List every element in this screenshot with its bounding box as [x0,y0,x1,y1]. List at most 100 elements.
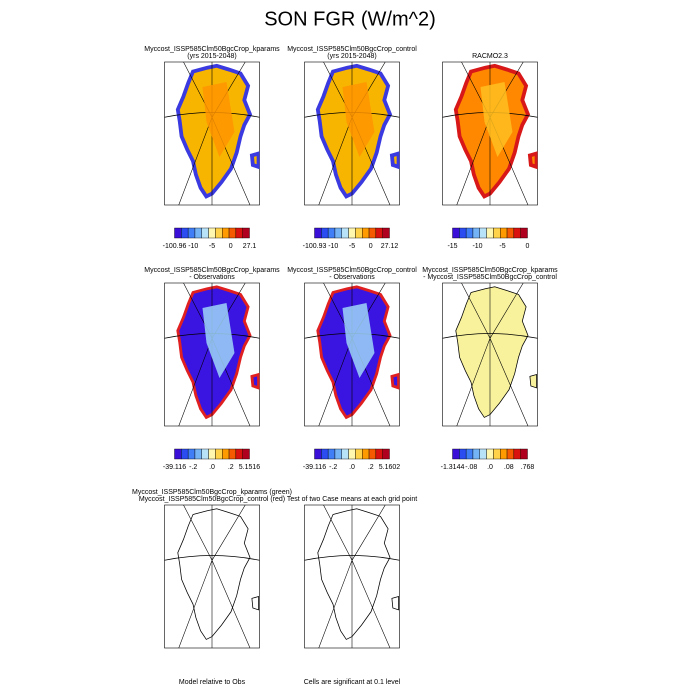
colorbar-label: -10 [188,243,198,250]
colorbar-cell [321,448,329,460]
colorbar-cell [194,227,202,239]
interior-region [480,82,513,157]
colorbar-label: .768 [521,464,535,471]
colorbar-cell [355,448,363,460]
colorbar-cell [187,448,196,460]
colorbar-label: 5.1516 [239,464,261,471]
colorbar-label: .0 [209,464,215,471]
colorbar-cell [486,227,494,239]
colorbar-cell [486,448,494,460]
colorbar-cell [174,227,182,239]
panel-title: - Observations [329,274,375,281]
colorbar-label: -10 [328,243,338,250]
colorbar-label: -10 [472,243,482,250]
interior-region [202,82,235,157]
colorbar-cell [334,227,342,239]
panel-title: Myccost_ISSP585Clm50BgcCrop_kparams [144,267,280,274]
colorbar-cell [228,227,237,239]
panel-title: Myccost_ISSP585Clm50BgcCrop_control [287,46,417,53]
colorbar-label: .0 [487,464,493,471]
colorbar-cell [181,227,189,239]
map-panel: Myccost_ISSP585Clm50BgcCrop_control(yrs … [287,46,417,250]
colorbar-cell [382,448,390,460]
map-panel: Test of two Case means at each grid poin… [287,496,417,686]
colorbar-cell [362,448,370,460]
colorbar-cell [222,448,230,460]
colorbar-cell [222,227,230,239]
map-panel: Myccost_ISSP585Clm50BgcCrop_kparams(yrs … [144,46,280,250]
colorbar-cell [174,448,182,460]
map-panel: Myccost_ISSP585Clm50BgcCrop_kparams (gre… [132,489,292,686]
colorbar-label: -1.3144 [441,464,465,471]
panel-title: Test of two Case means at each grid poin… [287,496,417,503]
map-panel: RACMO2.3 -15 -10 -5 0 [442,53,538,250]
panel-footer: Cells are significant at 0.1 level [304,679,401,686]
map-panel: Myccost_ISSP585Clm50BgcCrop_kparams- Myc… [422,267,558,471]
colorbar-cell [341,227,349,239]
panel-title: Myccost_ISSP585Clm50BgcCrop_control [287,267,417,274]
colorbar-cell [382,227,390,239]
panel-title: - Observations [189,274,235,281]
colorbar-cell [242,227,250,239]
colorbar-cell [465,227,474,239]
colorbar-cell [506,227,515,239]
colorbar-label: .2 [368,464,374,471]
colorbar-label: 0 [229,243,233,250]
map-panel: Myccost_ISSP585Clm50BgcCrop_control- Obs… [287,267,417,471]
panel-title: (yrs 2015-2048) [187,53,236,60]
colorbar-label: 27.12 [381,243,399,250]
colorbar-cell [242,448,250,460]
colorbar-cell [314,227,322,239]
colorbar-cell [513,227,521,239]
figure-title: SON FGR (W/m^2) [264,8,436,30]
colorbar-cell [181,448,189,460]
interior-region [342,303,375,378]
panel-title: (yrs 2015-2048) [327,53,376,60]
map-panel: Myccost_ISSP585Clm50BgcCrop_kparams- Obs… [144,267,280,471]
colorbar-label: .08 [504,464,514,471]
panel-title: RACMO2.3 [472,53,508,60]
colorbar-cell [215,227,223,239]
colorbar-cell [493,448,501,460]
colorbar-cell [368,227,377,239]
colorbar-cell [520,227,528,239]
colorbar-cell [208,448,216,460]
colorbar-label: -5 [349,243,355,250]
colorbar-label: -100.96 [163,243,187,250]
colorbar-cell [479,448,487,460]
colorbar-cell [459,227,467,239]
colorbar-cell [215,448,223,460]
colorbar-label: .2 [228,464,234,471]
colorbar-cell [375,227,383,239]
colorbar-label: 0 [369,243,373,250]
colorbar-label: -39.116 [303,464,326,471]
colorbar-cell [201,448,209,460]
colorbar-cell [493,227,501,239]
colorbar-cell [506,448,515,460]
colorbar-cell [235,227,243,239]
colorbar-cell [187,227,196,239]
colorbar-cell [208,227,216,239]
colorbar-label: -5 [499,243,505,250]
colorbar-label: .0 [349,464,355,471]
colorbar-cell [465,448,474,460]
panel-title: - Myccost_ISSP585Clm50BgcCrop_control [423,274,557,281]
colorbar-cell [348,227,356,239]
colorbar-cell [500,227,508,239]
colorbar-cell [235,448,243,460]
colorbar-label: -39.116 [163,464,186,471]
colorbar-label: -.2 [189,464,197,471]
colorbar-cell [355,227,363,239]
panel-title: Myccost_ISSP585Clm50BgcCrop_kparams [422,267,558,274]
colorbar-cell [201,227,209,239]
interior-region [342,82,375,157]
colorbar-cell [375,448,383,460]
colorbar-label: -.08 [465,464,477,471]
colorbar-cell [368,448,377,460]
colorbar-label: -.2 [329,464,337,471]
colorbar-label: 0 [526,243,530,250]
colorbar-label: -100.93 [303,243,327,250]
colorbar-cell [348,448,356,460]
colorbar-cell [513,448,521,460]
